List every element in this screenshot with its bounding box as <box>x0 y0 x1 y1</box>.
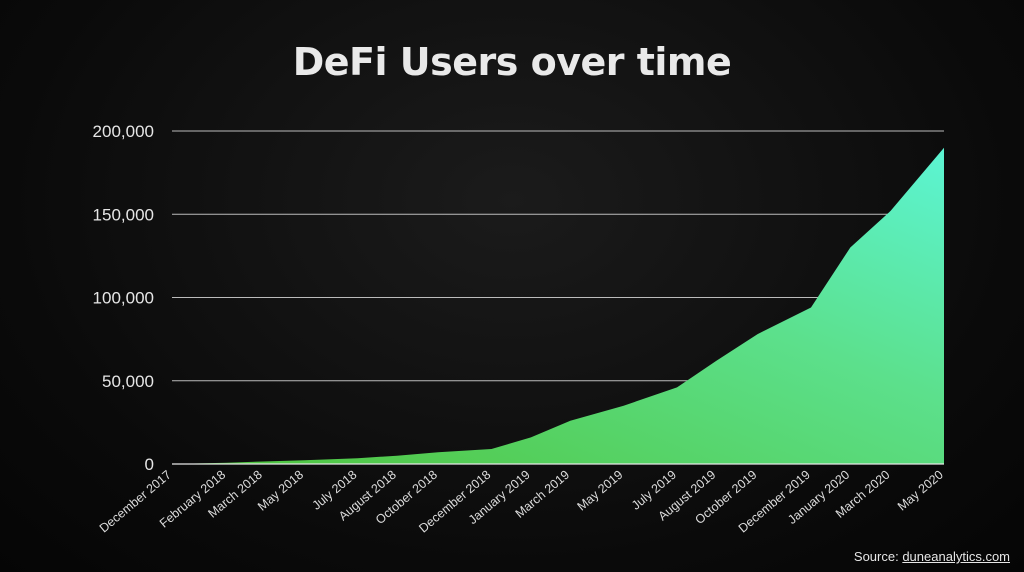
y-tick-label: 200,000 <box>93 122 154 141</box>
source-note: Source: duneanalytics.com <box>854 549 1010 564</box>
chart-title: DeFi Users over time <box>292 40 732 84</box>
y-tick-label: 0 <box>145 455 154 474</box>
y-tick-label: 150,000 <box>93 205 154 224</box>
y-tick-label: 50,000 <box>102 372 154 391</box>
x-tick-label: May 2018 <box>255 468 306 514</box>
source-prefix: Source: <box>853 549 903 564</box>
x-tick-label: May 2020 <box>895 468 946 514</box>
y-tick-label: 100,000 <box>93 289 154 308</box>
x-tick-label: May 2019 <box>575 468 626 514</box>
users-area <box>172 147 944 464</box>
source-link[interactable]: duneanalytics.com <box>902 549 1010 564</box>
